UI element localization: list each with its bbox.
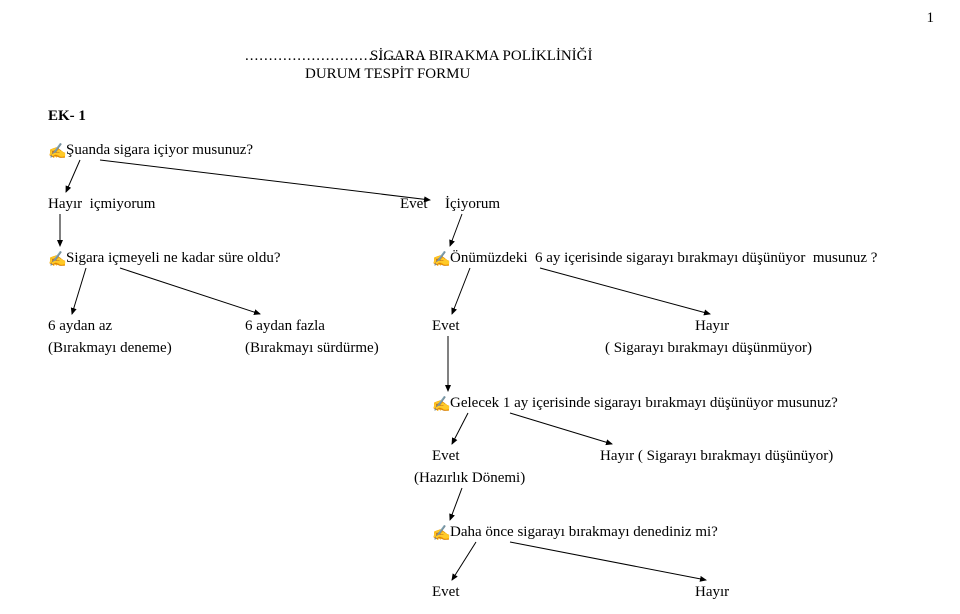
bullet-icon: ✍	[48, 250, 67, 268]
bullet-icon: ✍	[432, 395, 451, 413]
header-title-1: SİGARA BIRAKMA POLİKLİNİĞİ	[370, 48, 593, 65]
row4-1: (Bırakmayı deneme)	[48, 340, 172, 357]
q7: Daha önce sigarayı bırakmayı denediniz m…	[450, 524, 718, 541]
bullet-icon: ✍	[432, 250, 451, 268]
row3-3: Evet	[432, 318, 460, 335]
row4-2: (Bırakmayı sürdürme)	[245, 340, 379, 357]
a1-right-iciyorum: İçiyorum	[445, 196, 500, 213]
flow-arrows	[0, 0, 960, 614]
page: 1 ......................................…	[0, 0, 960, 614]
q2-right: Önümüzdeki 6 ay içerisinde sigarayı bıra…	[450, 250, 877, 267]
a1-right-evet: Evet	[400, 196, 428, 213]
page-number: 1	[927, 10, 935, 27]
bullet-icon: ✍	[432, 524, 451, 542]
q2-left: Sigara içmeyeli ne kadar süre oldu?	[66, 250, 281, 267]
bullet-icon: ✍	[48, 142, 67, 160]
header-title-2: DURUM TESPİT FORMU	[305, 66, 470, 83]
row6-evet: Evet	[432, 448, 460, 465]
row3-1: 6 aydan az	[48, 318, 112, 335]
row3-4: Hayır	[695, 318, 729, 335]
row8-evet: Evet	[432, 584, 460, 601]
a1-left: Hayır içmiyorum	[48, 196, 155, 213]
row4-3: ( Sigarayı bırakmayı düşünmüyor)	[605, 340, 812, 357]
row3-2: 6 aydan fazla	[245, 318, 325, 335]
ek-label: EK- 1	[48, 108, 86, 125]
q1: Şuanda sigara içiyor musunuz?	[66, 142, 253, 159]
row6-hazirlik: (Hazırlık Dönemi)	[414, 470, 525, 487]
row6-hayir: Hayır ( Sigarayı bırakmayı düşünüyor)	[600, 448, 833, 465]
q5: Gelecek 1 ay içerisinde sigarayı bırakma…	[450, 395, 838, 412]
row8-hayir: Hayır	[695, 584, 729, 601]
